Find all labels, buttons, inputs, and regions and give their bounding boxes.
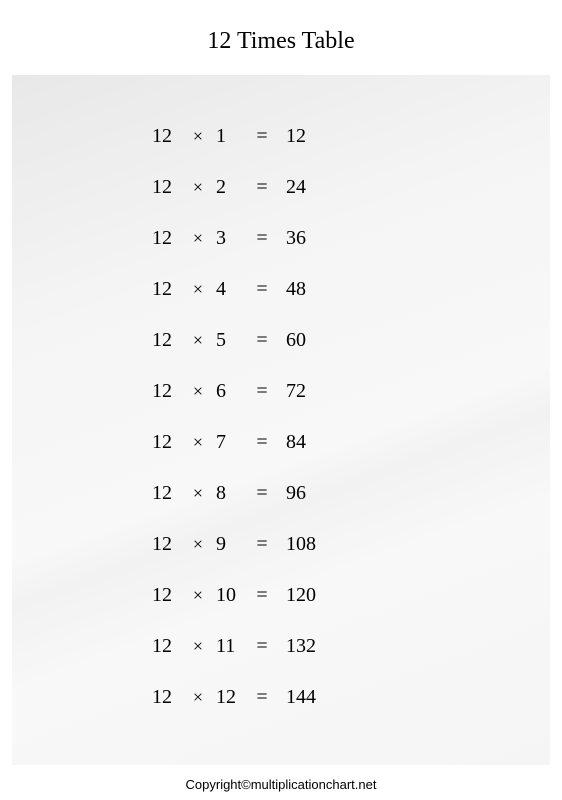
product: 132: [278, 635, 328, 658]
table-row: 12 × 6 = 72: [152, 380, 550, 402]
equals-symbol: =: [246, 431, 278, 454]
times-symbol: ×: [186, 687, 210, 708]
table-row: 12 × 2 = 24: [152, 176, 550, 198]
equals-symbol: =: [246, 227, 278, 250]
multiplicand: 12: [152, 380, 186, 403]
times-symbol: ×: [186, 483, 210, 504]
multiplier: 3: [210, 227, 246, 250]
equals-symbol: =: [246, 380, 278, 403]
equals-symbol: =: [246, 278, 278, 301]
product: 36: [278, 227, 328, 250]
equals-symbol: =: [246, 329, 278, 352]
times-symbol: ×: [186, 177, 210, 198]
multiplicand: 12: [152, 482, 186, 505]
multiplier: 6: [210, 380, 246, 403]
times-symbol: ×: [186, 330, 210, 351]
multiplicand: 12: [152, 125, 186, 148]
table-row: 12 × 8 = 96: [152, 482, 550, 504]
equals-symbol: =: [246, 584, 278, 607]
multiplicand: 12: [152, 584, 186, 607]
multiplier: 5: [210, 329, 246, 352]
multiplicand: 12: [152, 278, 186, 301]
multiplicand: 12: [152, 686, 186, 709]
equals-symbol: =: [246, 176, 278, 199]
table-row: 12 × 3 = 36: [152, 227, 550, 249]
multiplier: 2: [210, 176, 246, 199]
product: 108: [278, 533, 328, 556]
multiplier: 8: [210, 482, 246, 505]
table-row: 12 × 11 = 132: [152, 635, 550, 657]
times-symbol: ×: [186, 636, 210, 657]
multiplier: 10: [210, 584, 246, 607]
times-symbol: ×: [186, 126, 210, 147]
equals-symbol: =: [246, 482, 278, 505]
product: 48: [278, 278, 328, 301]
product: 12: [278, 125, 328, 148]
product: 144: [278, 686, 328, 709]
product: 24: [278, 176, 328, 199]
copyright-text: Copyright©multiplicationchart.net: [0, 777, 562, 792]
multiplier: 11: [210, 635, 246, 658]
times-symbol: ×: [186, 534, 210, 555]
times-symbol: ×: [186, 228, 210, 249]
table-row: 12 × 5 = 60: [152, 329, 550, 351]
times-symbol: ×: [186, 585, 210, 606]
multiplicand: 12: [152, 227, 186, 250]
multiplicand: 12: [152, 533, 186, 556]
times-symbol: ×: [186, 432, 210, 453]
table-row: 12 × 1 = 12: [152, 125, 550, 147]
table-row: 12 × 12 = 144: [152, 686, 550, 708]
times-symbol: ×: [186, 381, 210, 402]
times-symbol: ×: [186, 279, 210, 300]
equals-symbol: =: [246, 686, 278, 709]
times-table-panel: 12 × 1 = 12 12 × 2 = 24 12 × 3 = 36 12 ×…: [12, 75, 550, 765]
product: 120: [278, 584, 328, 607]
multiplicand: 12: [152, 176, 186, 199]
product: 60: [278, 329, 328, 352]
table-row: 12 × 9 = 108: [152, 533, 550, 555]
table-row: 12 × 4 = 48: [152, 278, 550, 300]
product: 72: [278, 380, 328, 403]
multiplier: 4: [210, 278, 246, 301]
equals-symbol: =: [246, 635, 278, 658]
multiplier: 9: [210, 533, 246, 556]
equals-symbol: =: [246, 125, 278, 148]
product: 96: [278, 482, 328, 505]
multiplier: 7: [210, 431, 246, 454]
multiplier: 12: [210, 686, 246, 709]
table-row: 12 × 7 = 84: [152, 431, 550, 453]
product: 84: [278, 431, 328, 454]
table-row: 12 × 10 = 120: [152, 584, 550, 606]
multiplier: 1: [210, 125, 246, 148]
equals-symbol: =: [246, 533, 278, 556]
multiplicand: 12: [152, 635, 186, 658]
page-title: 12 Times Table: [0, 0, 562, 75]
multiplicand: 12: [152, 431, 186, 454]
multiplicand: 12: [152, 329, 186, 352]
